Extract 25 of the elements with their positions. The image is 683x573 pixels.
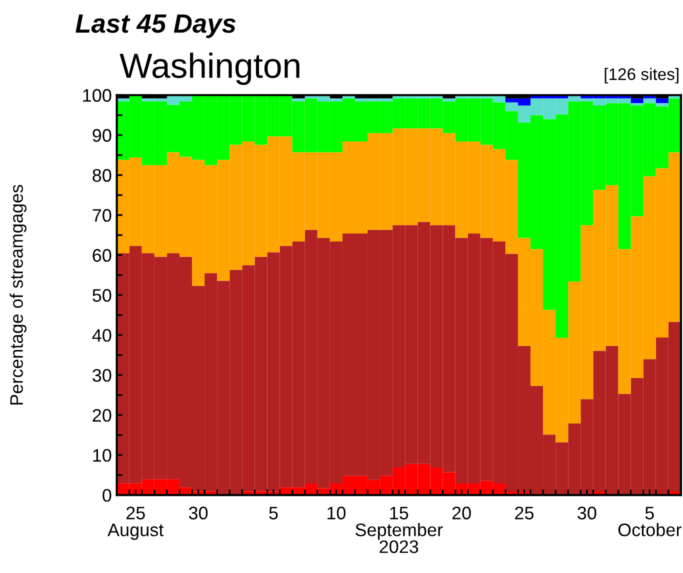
y-tick-label: 30 — [92, 369, 112, 382]
y-tick-label: 10 — [93, 449, 112, 462]
chart-title: Last 45 Days — [76, 14, 236, 38]
x-tick-label: 30 — [188, 506, 208, 520]
y-tick-label: 80 — [92, 169, 112, 182]
y-tick-label: 0 — [102, 489, 112, 502]
x-tick-label: 5 — [269, 506, 278, 520]
y-tick-label: 90 — [92, 129, 112, 142]
x-tick-label: 25 — [515, 506, 534, 520]
y-tick-label: 70 — [92, 209, 112, 222]
x-tick-label: 30 — [578, 506, 596, 520]
x-tick-label: 25 August — [108, 506, 164, 540]
chart-subtitle: Washington — [120, 52, 300, 85]
x-tick-label: 20 — [452, 506, 471, 520]
y-tick-label: 20 — [92, 409, 112, 422]
x-tick-label: 5 October — [618, 506, 682, 536]
x-tick-label: 15 September — [356, 506, 443, 540]
text: [126 sites] — [604, 68, 678, 84]
y-tick-label: 100 — [83, 89, 112, 102]
y-axis-title: Percentage of streamgages — [10, 184, 27, 405]
y-tick-label: 50 — [92, 289, 112, 302]
y-tick-label: 60 — [92, 249, 112, 262]
x-axis-title: 2023 — [380, 540, 418, 554]
y-tick-label: 40 — [92, 329, 112, 342]
x-tick-label: 10 — [328, 506, 346, 520]
